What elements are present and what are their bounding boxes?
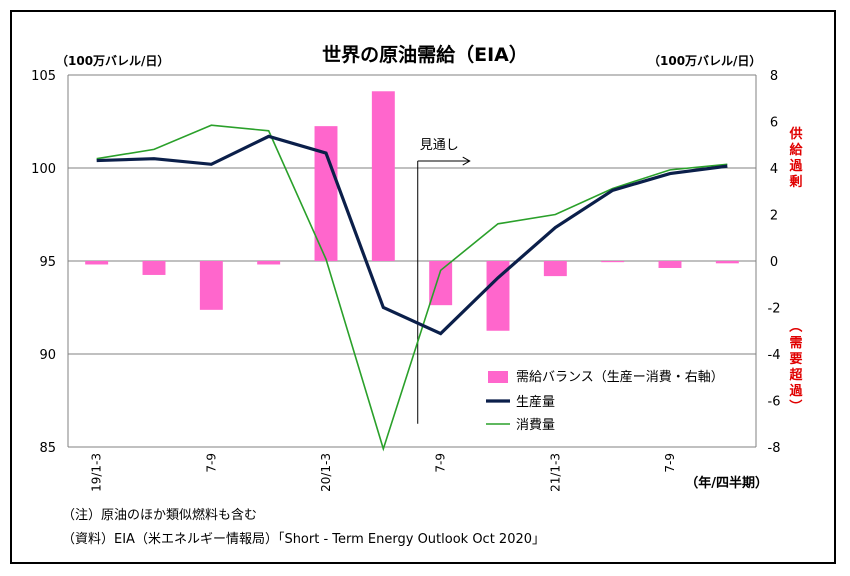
production-line [96, 134, 728, 336]
balance-bar [257, 261, 281, 265]
y-right-tick-label: -6 [768, 395, 781, 410]
balance-bar [314, 126, 338, 262]
balance-bar [199, 261, 223, 310]
balance-bar [371, 91, 395, 262]
chart-title: 世界の原油需給（EIA） [322, 44, 528, 66]
legend-label-consumption: 消費量 [516, 418, 555, 433]
y-right-tick-label: 6 [770, 116, 778, 131]
y-right-tick-label: -8 [768, 441, 781, 456]
y-left-tick-label: 95 [39, 255, 56, 270]
legend-label-balance: 需給バランス（生産ー消費・右軸） [516, 369, 724, 385]
y-left-tick-label: 85 [39, 441, 56, 456]
y-left-tick-label: 105 [31, 69, 56, 84]
right-label-top-char: 供 [788, 126, 802, 142]
chart-frame [10, 10, 836, 564]
balance-bar [543, 261, 567, 277]
y-left-tick-label: 90 [39, 348, 56, 363]
balance-bar [601, 261, 625, 263]
consumption-line [96, 124, 728, 452]
x-tick-label: 7-9 [434, 453, 448, 473]
source-note: （資料）EIA（米エネルギー情報局）「Short - Term Energy O… [62, 532, 546, 547]
legend-swatch-balance [488, 371, 508, 383]
right-label-bottom-char: 需 [789, 336, 802, 351]
y-right-tick-label: -4 [768, 348, 781, 363]
balance-bar [85, 261, 109, 265]
y-right-tick-label: 2 [770, 209, 778, 224]
x-tick-label: 20/1-3 [319, 453, 333, 492]
right-label-bottom-char: 要 [789, 352, 802, 367]
right-label-bottom-char: 過 [788, 383, 803, 399]
y-left-tick-label: 100 [31, 162, 56, 177]
right-label-bottom-char: （ [787, 319, 803, 332]
y-right-tick-label: -2 [768, 302, 781, 317]
right-label-top-char: 剰 [788, 174, 802, 190]
x-tick-label: 7-9 [663, 453, 677, 473]
balance-bar [142, 261, 166, 275]
right-label-bottom-char: 超 [789, 367, 803, 383]
y-right-tick-label: 4 [770, 162, 778, 177]
y-right-tick-label: 8 [770, 69, 778, 84]
balance-bar [429, 261, 453, 306]
legend-label-production: 生産量 [516, 394, 555, 410]
balance-bar [658, 261, 682, 268]
x-tick-label: 19/1-3 [90, 453, 104, 492]
right-label-bottom-char: ） [787, 399, 803, 412]
footnote: （注）原油のほか類似燃料も含む [62, 508, 258, 523]
forecast-label: 見通し [420, 138, 459, 153]
x-tick-label: 7-9 [204, 453, 218, 473]
y-right-tick-label: 0 [770, 255, 778, 270]
balance-bar [715, 261, 739, 264]
x-axis-unit: （年/四半期） [685, 475, 768, 491]
left-axis-unit: （100万バレル/日） [56, 54, 170, 68]
right-label-top-char: 過 [788, 158, 803, 174]
right-axis-unit: （100万バレル/日） [648, 54, 762, 68]
forecast-arrowhead [462, 156, 471, 166]
x-tick-label: 21/1-3 [548, 453, 562, 492]
balance-bar [486, 261, 510, 331]
right-label-top-char: 給 [789, 142, 803, 158]
